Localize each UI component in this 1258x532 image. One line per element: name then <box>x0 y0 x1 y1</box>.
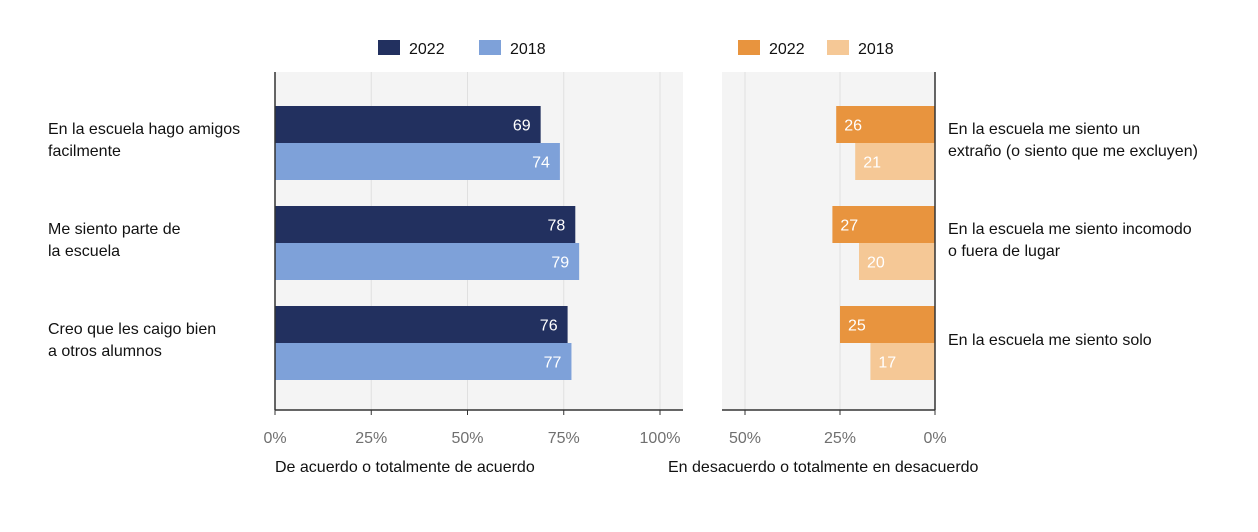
left-category-label-3-line-2: a otros alumnos <box>48 343 162 360</box>
left-tick-label-25: 25% <box>355 430 387 447</box>
left-category-label-2-line-1: Me siento parte de <box>48 221 181 238</box>
right-category-label-3-line-1: En la escuela me siento solo <box>948 332 1152 349</box>
left-category-label-3-line-1: Creo que les caigo bien <box>48 321 216 338</box>
right-category-label-2-line-2: o fuera de lugar <box>948 243 1061 260</box>
left-category-label-2-line-2: la escuela <box>48 243 120 260</box>
right-legend-label-2022: 2022 <box>769 41 805 58</box>
left-bar-2018-1 <box>275 143 560 180</box>
left-tick-label-75: 75% <box>548 430 580 447</box>
left-tick-label-0: 0% <box>263 430 286 447</box>
left-tick-label-100: 100% <box>640 430 681 447</box>
right-legend-label-2018: 2018 <box>858 41 894 58</box>
left-bar-label-2022-3: 76 <box>540 318 558 335</box>
right-bar-2022-1 <box>836 106 935 143</box>
right-bar-label-2022-1: 26 <box>844 118 862 135</box>
left-bar-label-2022-2: 78 <box>548 218 566 235</box>
right-tick-label-0: 0% <box>923 430 946 447</box>
left-bar-2018-2 <box>275 243 580 280</box>
left-legend-label-2018: 2018 <box>510 41 546 58</box>
left-bar-label-2018-1: 74 <box>532 155 550 172</box>
left-bar-label-2022-1: 69 <box>513 118 531 135</box>
left-bar-label-2018-2: 79 <box>551 255 569 272</box>
left-category-label-1-line-2: facilmente <box>48 143 121 160</box>
right-bar-2018-3 <box>870 343 935 380</box>
right-bar-label-2018-3: 17 <box>878 355 896 372</box>
left-bar-label-2018-3: 77 <box>544 355 562 372</box>
right-bar-label-2018-2: 20 <box>867 255 885 272</box>
right-category-label-2-line-1: En la escuela me siento incomodo <box>948 221 1192 238</box>
right-bar-2018-1 <box>855 143 935 180</box>
left-legend-swatch-2022 <box>378 40 400 55</box>
left-legend-swatch-2018 <box>479 40 501 55</box>
left-legend-label-2022: 2022 <box>409 41 445 58</box>
right-axis-title: En desacuerdo o totalmente en desacuerdo <box>668 459 979 476</box>
left-category-label-1-line-1: En la escuela hago amigos <box>48 121 240 138</box>
right-category-label-1-line-1: En la escuela me siento un <box>948 121 1140 138</box>
right-legend-swatch-2022 <box>738 40 760 55</box>
right-bar-2018-2 <box>859 243 935 280</box>
right-bar-label-2018-1: 21 <box>863 155 881 172</box>
right-bar-label-2022-2: 27 <box>840 218 858 235</box>
left-tick-label-50: 50% <box>451 430 483 447</box>
right-tick-label-25: 25% <box>824 430 856 447</box>
right-bar-2022-2 <box>832 206 935 243</box>
right-tick-label-50: 50% <box>729 430 761 447</box>
right-category-label-1-line-2: extraño (o siento que me excluyen) <box>948 143 1198 160</box>
left-bar-2022-3 <box>275 306 568 343</box>
left-bar-2022-2 <box>275 206 576 243</box>
right-legend-swatch-2018 <box>827 40 849 55</box>
left-bar-2022-1 <box>275 106 541 143</box>
right-bar-label-2022-3: 25 <box>848 318 866 335</box>
left-axis-title: De acuerdo o totalmente de acuerdo <box>275 459 535 476</box>
right-bar-2022-3 <box>840 306 935 343</box>
left-bar-2018-3 <box>275 343 572 380</box>
